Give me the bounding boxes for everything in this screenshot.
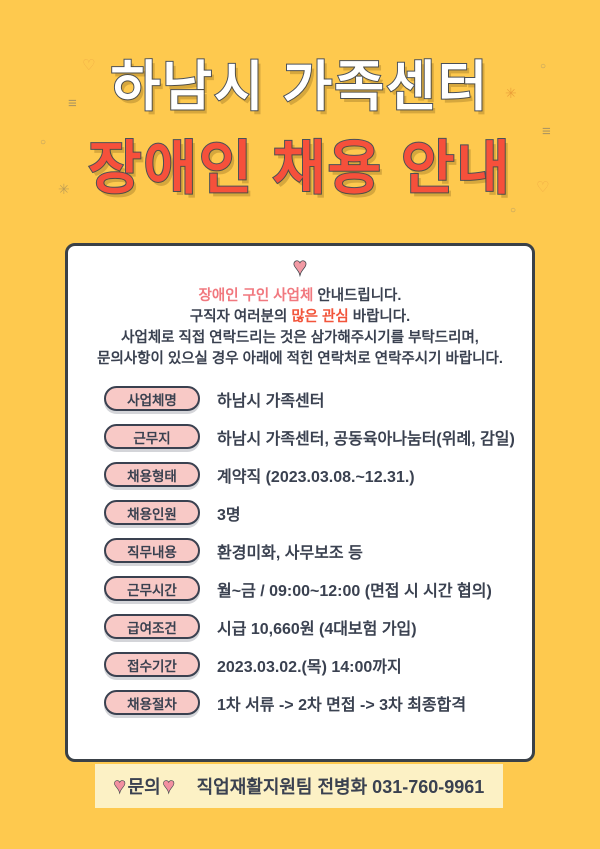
detail-label-pill: 채용인원 <box>104 500 200 525</box>
detail-row-application-period: 접수기간 2023.03.02.(목) 14:00까지 <box>104 652 532 677</box>
intro-line-1: 장애인 구인 사업체 안내드립니다. <box>68 286 532 307</box>
sparkle-icon: ✳ <box>58 181 70 197</box>
intro-line-1-highlight: 장애인 구인 사업체 <box>198 288 314 304</box>
detail-rows: 사업체명 하남시 가족센터 근무지 하남시 가족센터, 공동육아나눔터(위례, … <box>68 386 532 715</box>
detail-row-business-name: 사업체명 하남시 가족센터 <box>104 386 532 411</box>
detail-value: 2023.03.02.(목) 14:00까지 <box>217 658 402 676</box>
sparkle-icon: ✳ <box>505 85 517 101</box>
intro-line-3: 사업체로 직접 연락드리는 것은 삼가해주시기를 부탁드리며, <box>121 330 479 346</box>
footer-label: 문의 <box>127 777 161 797</box>
triple-lines-icon: ≡ <box>68 95 77 112</box>
detail-row-salary: 급여조건 시급 10,660원 (4대보험 가입) <box>104 614 532 639</box>
heart-icon: ♥ <box>162 775 175 797</box>
detail-label-pill: 접수기간 <box>104 652 200 677</box>
detail-row-working-hours: 근무시간 월~금 / 09:00~12:00 (면접 시 시간 협의) <box>104 576 532 601</box>
heart-icon: ♥ <box>113 775 126 797</box>
detail-value: 환경미화, 사무보조 등 <box>217 544 363 562</box>
detail-value: 하남시 가족센터 <box>217 392 325 410</box>
detail-row-employment-type: 채용형태 계약직 (2023.03.08.~12.31.) <box>104 462 532 487</box>
poster-title: 하남시 가족센터 <box>110 56 490 118</box>
circle-icon: ○ <box>510 205 517 216</box>
detail-label-pill: 사업체명 <box>104 386 200 411</box>
footer-contact: 직업재활지원팀 전병화 031-760-9961 <box>196 777 485 797</box>
intro-line-2-pre: 구직자 여러분의 <box>189 309 292 325</box>
circle-icon: ○ <box>540 61 547 72</box>
detail-value: 1차 서류 -> 2차 면접 -> 3차 최종합격 <box>217 696 467 714</box>
intro-text: 장애인 구인 사업체 안내드립니다. 구직자 여러분의 많은 관심 바랍니다. … <box>68 286 532 370</box>
detail-label-pill: 채용절차 <box>104 690 200 715</box>
intro-line-4: 문의사항이 있으실 경우 아래에 적힌 연락처로 연락주시기 바랍니다. <box>97 351 503 367</box>
heart-outline-icon: ♡ <box>536 179 550 196</box>
intro-line-2: 구직자 여러분의 많은 관심 바랍니다. <box>68 307 532 328</box>
detail-value: 하남시 가족센터, 공동육아나눔터(위례, 감일) <box>217 430 515 448</box>
detail-value: 월~금 / 09:00~12:00 (면접 시 시간 협의) <box>217 582 492 600</box>
detail-label-pill: 근무지 <box>104 424 200 449</box>
intro-line-2-rest: 바랍니다. <box>348 309 411 325</box>
heart-icon: ♥ <box>292 253 307 279</box>
footer-contact-bar: ♥ 문의 ♥ 직업재활지원팀 전병화 031-760-9961 <box>95 764 503 808</box>
detail-value: 계약직 (2023.03.08.~12.31.) <box>217 468 415 486</box>
detail-row-headcount: 채용인원 3명 <box>104 500 532 525</box>
header: 하남시 가족센터 장애인 채용 안내 <box>0 52 600 206</box>
detail-row-workplace: 근무지 하남시 가족센터, 공동육아나눔터(위례, 감일) <box>104 424 532 449</box>
detail-label-pill: 채용형태 <box>104 462 200 487</box>
heart-outline-icon: ♡ <box>82 57 96 74</box>
info-card: ♥ 장애인 구인 사업체 안내드립니다. 구직자 여러분의 많은 관심 바랍니다… <box>65 243 535 762</box>
detail-label-pill: 직무내용 <box>104 538 200 563</box>
intro-line-2-highlight: 많은 관심 <box>291 309 349 325</box>
detail-row-job-description: 직무내용 환경미화, 사무보조 등 <box>104 538 532 563</box>
detail-row-hiring-process: 채용절차 1차 서류 -> 2차 면접 -> 3차 최종합격 <box>104 690 532 715</box>
detail-value: 3명 <box>217 506 241 524</box>
circle-icon: ○ <box>40 137 47 148</box>
detail-value: 시급 10,660원 (4대보험 가입) <box>217 620 417 638</box>
poster-subtitle: 장애인 채용 안내 <box>87 135 512 202</box>
detail-label-pill: 근무시간 <box>104 576 200 601</box>
triple-lines-icon: ≡ <box>542 123 551 140</box>
detail-label-pill: 급여조건 <box>104 614 200 639</box>
intro-line-1-rest: 안내드립니다. <box>313 288 402 304</box>
